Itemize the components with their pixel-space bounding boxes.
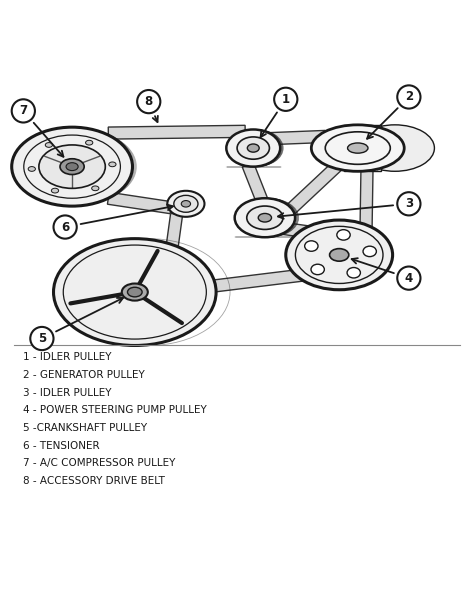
Ellipse shape — [12, 127, 132, 206]
Ellipse shape — [109, 162, 116, 166]
Ellipse shape — [247, 144, 259, 152]
Ellipse shape — [167, 191, 204, 217]
Ellipse shape — [181, 201, 191, 207]
Ellipse shape — [45, 143, 53, 147]
Ellipse shape — [66, 163, 78, 171]
Polygon shape — [108, 192, 172, 214]
Polygon shape — [108, 125, 245, 139]
Polygon shape — [242, 163, 267, 203]
Polygon shape — [276, 222, 324, 240]
Circle shape — [397, 192, 420, 215]
Text: 2: 2 — [405, 91, 413, 103]
Ellipse shape — [347, 143, 368, 153]
Text: 2 - GENERATOR PULLEY: 2 - GENERATOR PULLEY — [23, 370, 145, 380]
Text: 5: 5 — [38, 332, 46, 345]
Text: 3: 3 — [405, 197, 413, 211]
Text: 1 - IDLER PULLEY: 1 - IDLER PULLEY — [23, 353, 112, 362]
Text: 7 - A/C COMPRESSOR PULLEY: 7 - A/C COMPRESSOR PULLEY — [23, 458, 176, 468]
Ellipse shape — [363, 246, 376, 256]
Circle shape — [12, 99, 35, 122]
Polygon shape — [153, 214, 182, 341]
Circle shape — [397, 85, 420, 108]
Polygon shape — [207, 259, 383, 293]
Text: 6: 6 — [61, 220, 69, 234]
Ellipse shape — [174, 195, 198, 212]
Ellipse shape — [226, 130, 280, 166]
Ellipse shape — [258, 214, 272, 222]
Ellipse shape — [128, 287, 142, 297]
Circle shape — [54, 215, 77, 239]
Circle shape — [137, 90, 160, 113]
Ellipse shape — [122, 283, 148, 300]
Ellipse shape — [235, 198, 295, 237]
Ellipse shape — [347, 267, 360, 278]
Polygon shape — [360, 164, 373, 237]
Text: 5 -CRANKSHAFT PULLEY: 5 -CRANKSHAFT PULLEY — [23, 423, 147, 433]
Polygon shape — [344, 125, 381, 171]
Ellipse shape — [54, 239, 216, 346]
Text: 6 - TENSIONER: 6 - TENSIONER — [23, 441, 100, 450]
Ellipse shape — [286, 220, 392, 289]
Ellipse shape — [237, 137, 269, 159]
Circle shape — [397, 266, 420, 289]
Ellipse shape — [51, 188, 59, 193]
Ellipse shape — [311, 125, 404, 171]
Ellipse shape — [337, 230, 350, 240]
Ellipse shape — [311, 264, 324, 275]
Ellipse shape — [28, 166, 36, 171]
Text: 4: 4 — [405, 272, 413, 285]
Ellipse shape — [60, 159, 84, 174]
Text: 1: 1 — [282, 93, 290, 106]
Circle shape — [30, 327, 54, 350]
Text: 4 - POWER STEERING PUMP PULLEY: 4 - POWER STEERING PUMP PULLEY — [23, 405, 207, 416]
Ellipse shape — [356, 125, 434, 171]
Ellipse shape — [329, 248, 349, 261]
Ellipse shape — [305, 241, 318, 252]
Ellipse shape — [91, 186, 99, 191]
Polygon shape — [282, 155, 348, 218]
Text: 8: 8 — [145, 95, 153, 108]
Text: 3 - IDLER PULLEY: 3 - IDLER PULLEY — [23, 388, 112, 398]
Polygon shape — [266, 130, 326, 145]
Text: 8 - ACCESSORY DRIVE BELT: 8 - ACCESSORY DRIVE BELT — [23, 476, 165, 486]
Ellipse shape — [247, 206, 283, 230]
Ellipse shape — [39, 145, 105, 188]
Circle shape — [274, 88, 297, 111]
Text: 7: 7 — [19, 105, 27, 118]
Ellipse shape — [86, 140, 93, 145]
